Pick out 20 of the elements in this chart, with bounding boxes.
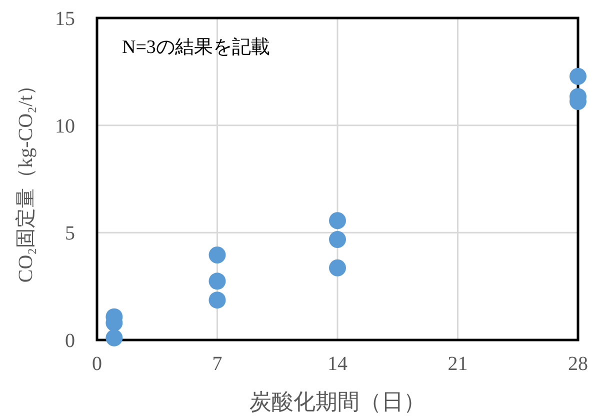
annotation: N=3の結果を記載: [122, 37, 270, 58]
x-tick-label: 0: [92, 353, 102, 375]
x-axis-title: 炭酸化期間（日）: [250, 389, 426, 414]
point: [208, 292, 226, 309]
point: [570, 68, 586, 85]
y-tick-label: 10: [55, 115, 75, 138]
y-tick-label: 5: [65, 222, 75, 245]
x-tick-label: 28: [568, 353, 588, 375]
x-tick-label: 21: [448, 353, 468, 375]
x-tick-label: 7: [212, 353, 222, 375]
point: [208, 246, 226, 264]
y-tick-label: 15: [55, 8, 75, 30]
y-axis-title: CO₂固定量（kg-CO₂/t）: [15, 75, 37, 283]
x-tick-label: 14: [328, 353, 348, 375]
point: [208, 272, 226, 290]
point: [329, 212, 346, 230]
point: [329, 259, 346, 276]
point: [106, 329, 123, 346]
point: [329, 231, 346, 248]
y-tick-label: 0: [65, 330, 75, 352]
